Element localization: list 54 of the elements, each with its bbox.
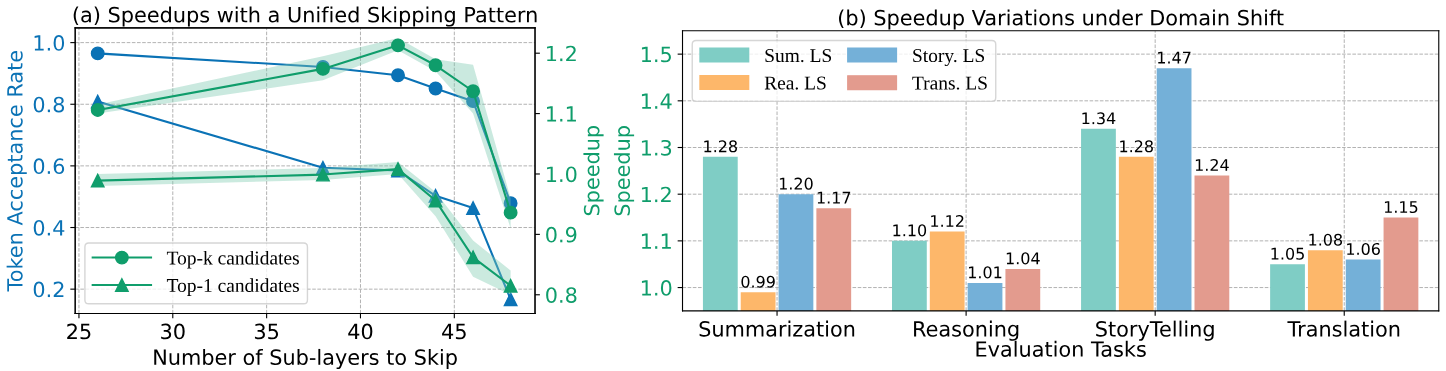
x-tick-label: 35: [254, 323, 279, 340]
legend-label: Top-1 candidates: [166, 278, 299, 296]
data-label: 1.24: [1195, 158, 1229, 171]
y-tick-label: 1.3: [641, 139, 672, 156]
x-tick-label: Reasoning: [914, 320, 1019, 341]
y-tick-label: 0.2: [33, 281, 64, 298]
data-label: 1.12: [931, 214, 964, 227]
y-axis-title: Token Acceptance Rate: [6, 51, 27, 292]
y-tick-label: 0.4: [33, 219, 65, 236]
data-label: 1.28: [704, 140, 738, 153]
x-tick-label: Summarization: [699, 320, 855, 337]
data-label: 1.34: [1082, 112, 1116, 125]
x-tick-label: StoryTelling: [1096, 320, 1214, 341]
x-tick-label: 25: [67, 323, 91, 340]
data-label: 1.05: [1271, 247, 1304, 260]
x-axis-title: Number of Sub-layers to Skip: [154, 348, 457, 370]
data-label: 0.99: [741, 275, 775, 288]
y-tick-label: 1.4: [641, 93, 672, 109]
legend-label: Sum. LS: [765, 49, 832, 63]
data-label: 1.28: [1120, 140, 1153, 153]
legend-label: Trans. LS: [912, 76, 987, 90]
x-tick-label: 40: [348, 323, 373, 340]
x-tick-label: 45: [442, 323, 466, 340]
data-label: 1.20: [779, 177, 813, 190]
y2-tick-label: 1.1: [547, 106, 576, 122]
chart-title: (a) Speedups with a Unified Skipping Pattern: [73, 6, 537, 27]
data-label: 1.04: [1006, 252, 1040, 265]
y-tick-label: 1.1: [641, 233, 671, 249]
y2-tick-label: 1.0: [547, 166, 577, 183]
y-axis-title: Speedup: [613, 126, 635, 216]
x-axis-title: Evaluation Tasks: [976, 340, 1146, 357]
data-label: 1.17: [817, 191, 851, 204]
y-tick-label: 0.8: [33, 96, 65, 113]
data-label: 1.10: [893, 224, 927, 237]
x-tick-label: 30: [161, 323, 185, 340]
y2-axis-title: Speedup: [583, 125, 604, 216]
data-label: 1.47: [1158, 51, 1191, 64]
y-tick-label: 1.0: [34, 35, 65, 51]
y2-tick-label: 1.2: [547, 45, 576, 62]
y2-tick-label: 0.9: [546, 226, 577, 243]
y-tick-label: 1.2: [641, 186, 671, 203]
legend-label: Story. LS: [913, 49, 985, 67]
y-tick-label: 0.6: [33, 158, 65, 175]
data-label: 1.01: [968, 266, 1002, 279]
y2-tick-label: 0.8: [546, 287, 577, 303]
data-label: 1.15: [1384, 201, 1418, 214]
chart-title: (b) Speedup Variations under Domain Shift: [839, 9, 1284, 30]
y-tick-label: 1.0: [641, 280, 672, 296]
legend-label: Top-k candidates: [166, 250, 299, 269]
x-tick-label: Translation: [1287, 320, 1400, 337]
data-label: 1.06: [1347, 242, 1380, 256]
y-tick-label: 1.5: [641, 46, 671, 63]
data-label: 1.08: [1309, 233, 1343, 246]
legend-label: Rea. LS: [764, 76, 826, 90]
